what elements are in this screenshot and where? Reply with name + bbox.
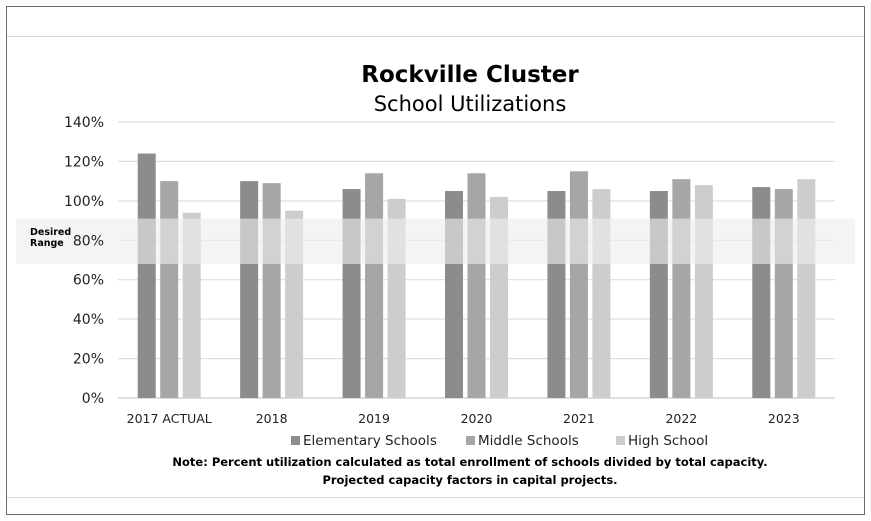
legend-swatch <box>616 436 625 445</box>
legend-entry: Elementary Schools <box>303 433 437 449</box>
y-tick-label: 100% <box>64 194 104 210</box>
top-divider <box>7 36 864 37</box>
y-tick-label: 40% <box>73 312 104 328</box>
x-category-label: 2019 <box>358 411 390 426</box>
desired-range-label-line2: Range <box>30 238 64 249</box>
y-tick-label: 0% <box>82 391 104 407</box>
legend-entry: Middle Schools <box>478 433 579 449</box>
bar <box>672 179 691 398</box>
chart-title: Rockville Cluster <box>361 62 579 88</box>
x-category-label: 2023 <box>768 411 800 426</box>
y-tick-label: 60% <box>73 273 104 289</box>
y-tick-label: 80% <box>73 233 104 249</box>
bar <box>137 153 156 398</box>
bar <box>160 181 179 398</box>
x-category-label: 2018 <box>256 411 288 426</box>
bar <box>569 171 588 398</box>
x-category-label: 2022 <box>665 411 697 426</box>
desired-range-band <box>16 218 855 264</box>
legend-swatch <box>291 436 300 445</box>
desired-range-rect <box>16 218 855 264</box>
y-axis-ticks: 0% 20% 40% 60% 80% 100% 120% 140% <box>64 115 104 407</box>
bar <box>365 173 384 398</box>
note-line-1: Note: Percent utilization calculated as … <box>172 455 767 469</box>
x-category-label: 2017 ACTUAL <box>127 411 212 426</box>
bar <box>694 185 713 398</box>
y-tick-label: 120% <box>64 154 104 170</box>
y-tick-label: 140% <box>64 115 104 131</box>
desired-range-label-line1: Desired <box>30 227 71 238</box>
note-line-2: Projected capacity factors in capital pr… <box>322 473 617 487</box>
bars <box>137 153 816 398</box>
x-category-label: 2021 <box>563 411 595 426</box>
bottom-divider <box>7 497 864 498</box>
legend-entry: High School <box>628 433 708 449</box>
bar <box>240 181 259 398</box>
legend-swatch <box>466 436 475 445</box>
x-category-label: 2020 <box>461 411 493 426</box>
x-axis-categories: 2017 ACTUAL 2018 2019 2020 2021 2022 2023 <box>127 411 800 426</box>
legend: Elementary Schools Middle Schools High Sch… <box>291 433 708 449</box>
bar <box>797 179 816 398</box>
chart-subtitle: School Utilizations <box>374 92 567 116</box>
y-tick-label: 20% <box>73 352 104 368</box>
bar <box>467 173 486 398</box>
bar <box>262 183 281 398</box>
